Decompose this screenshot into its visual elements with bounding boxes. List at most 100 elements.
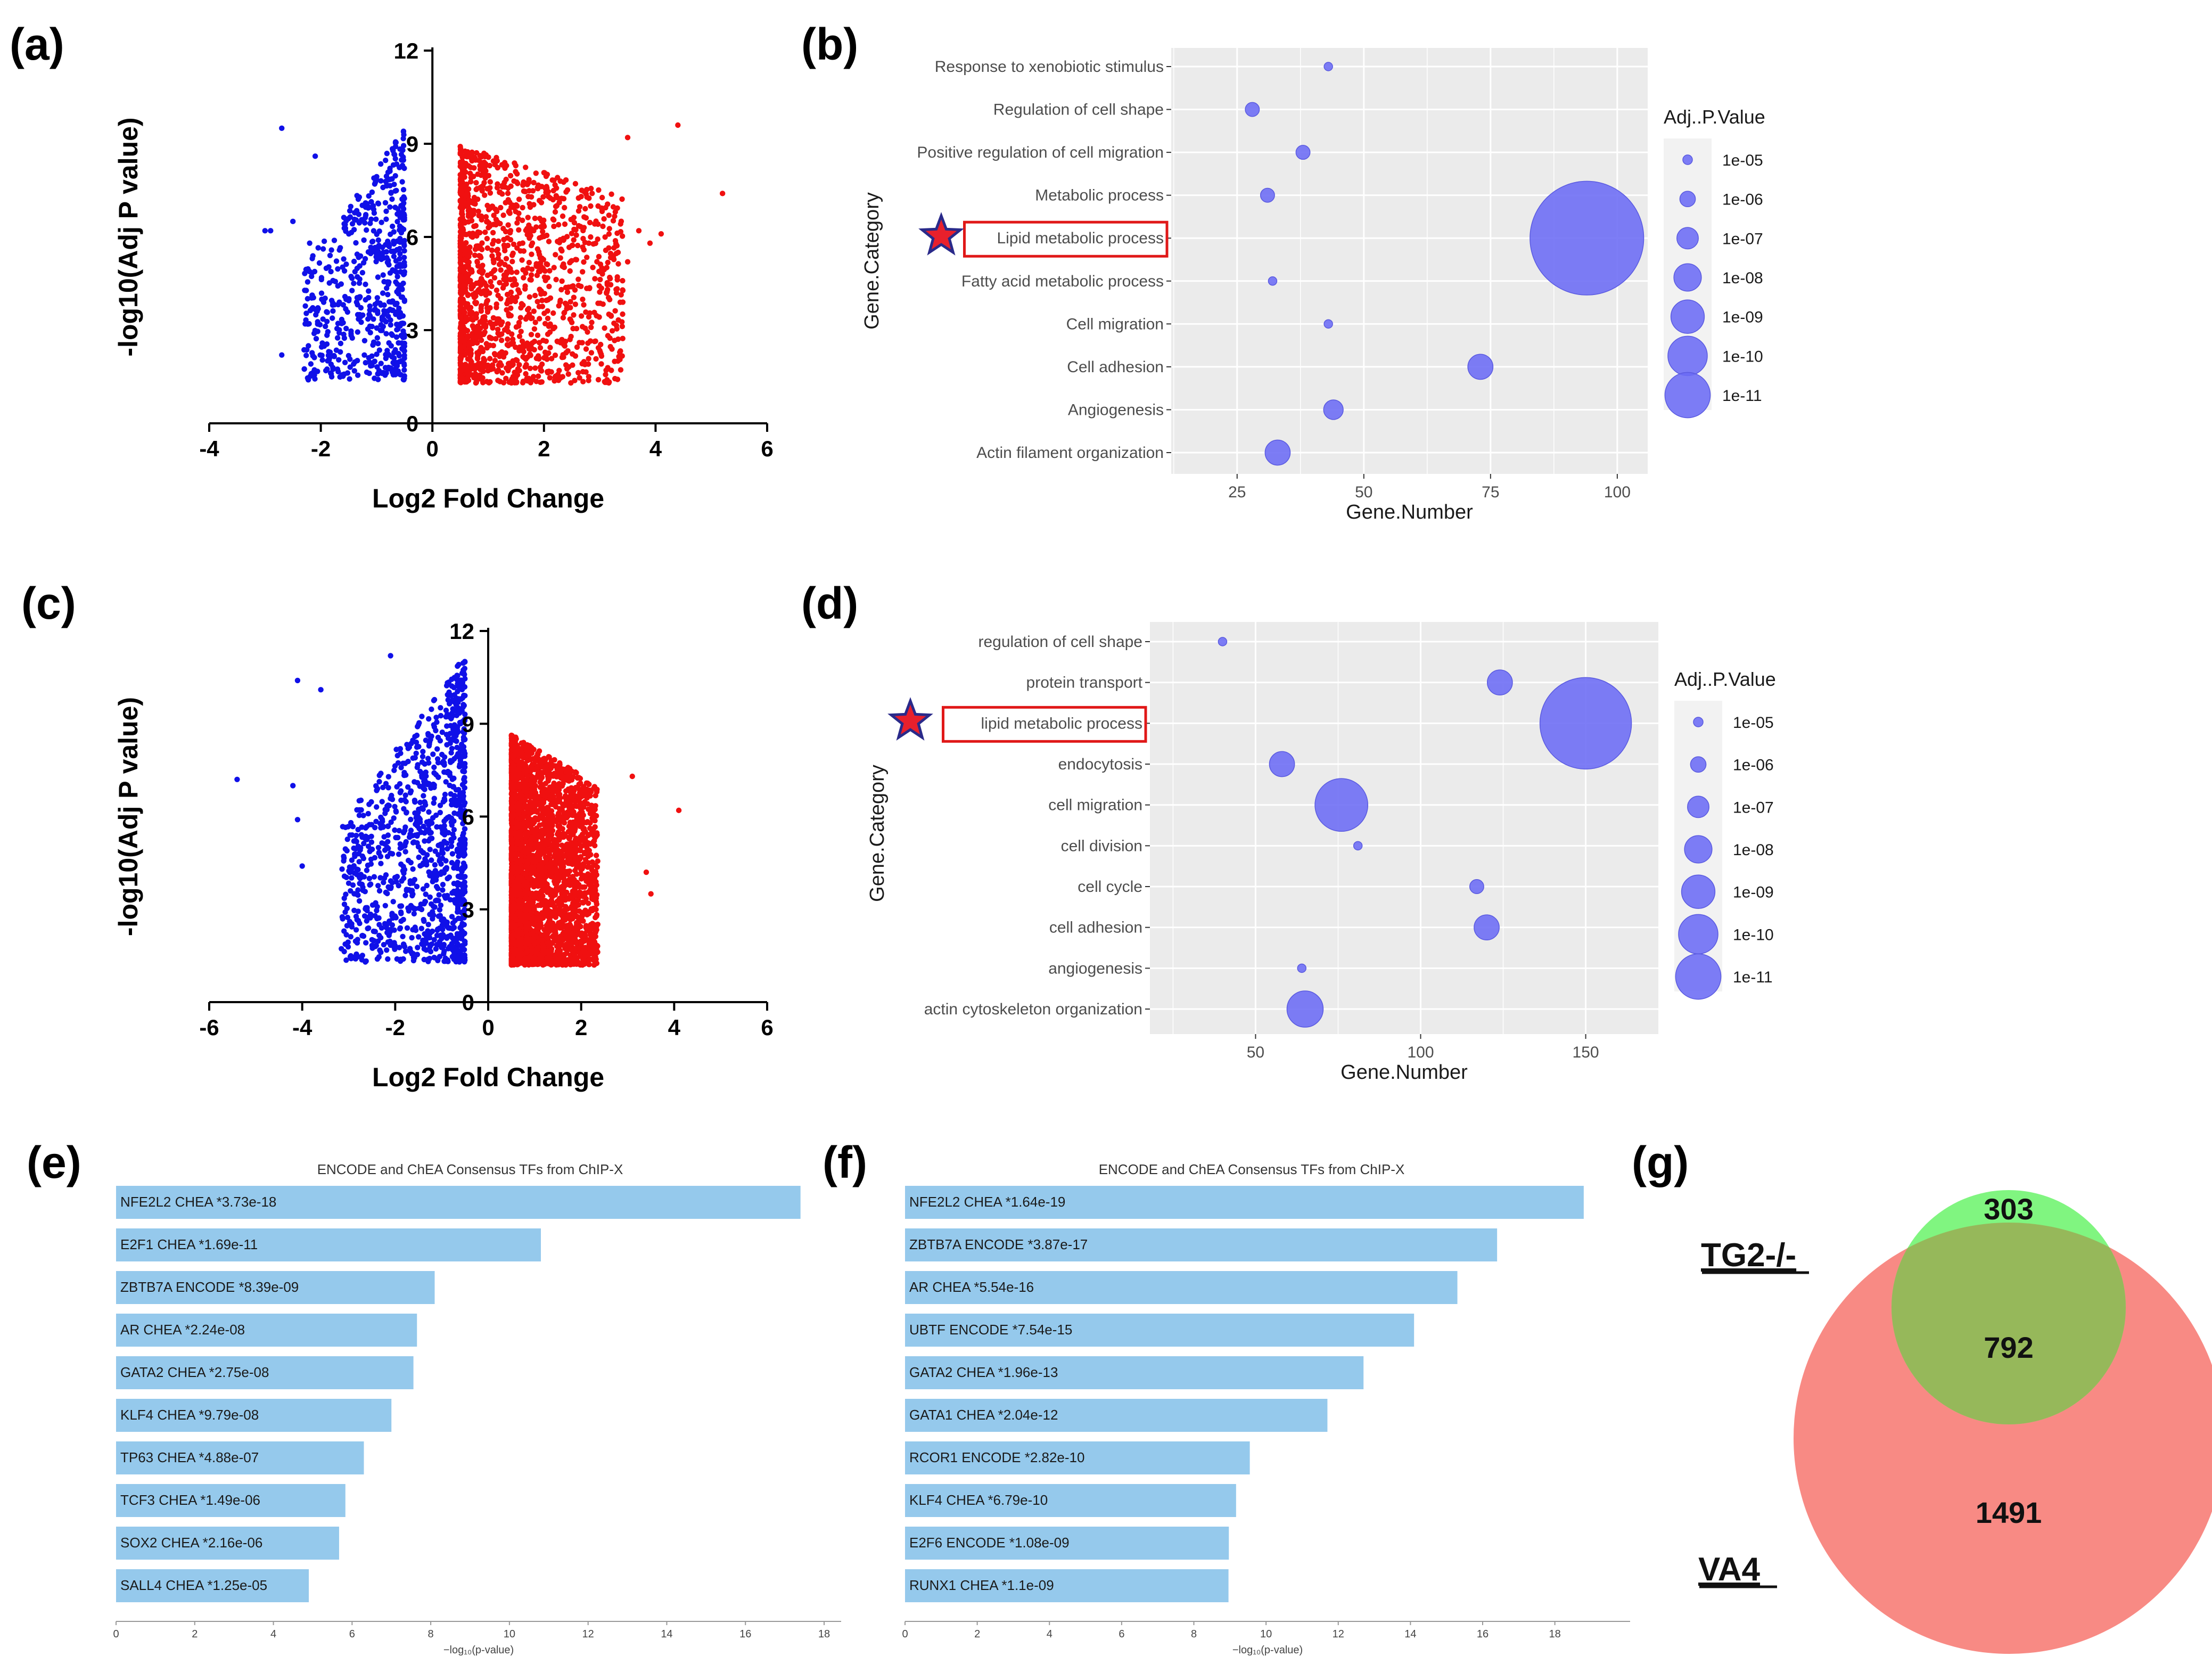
data-point <box>355 196 361 202</box>
data-point <box>615 317 621 323</box>
data-point <box>397 925 404 931</box>
data-point <box>553 203 559 209</box>
category-dot <box>1260 187 1275 203</box>
data-point <box>719 191 726 196</box>
data-point <box>494 368 500 375</box>
data-point <box>462 659 468 665</box>
data-point <box>390 899 396 905</box>
data-point <box>385 239 391 244</box>
data-point <box>365 810 371 817</box>
data-point <box>429 820 435 826</box>
data-point <box>588 350 595 356</box>
data-point <box>520 182 526 188</box>
data-point <box>302 288 308 293</box>
data-point <box>367 313 373 319</box>
data-point <box>575 223 582 229</box>
data-point <box>527 294 532 300</box>
data-point <box>327 354 334 359</box>
data-point <box>347 376 352 382</box>
data-point <box>454 890 460 896</box>
data-point <box>604 289 610 294</box>
data-point <box>399 196 405 202</box>
data-point <box>389 146 396 152</box>
data-point <box>572 181 579 187</box>
data-point <box>384 844 390 850</box>
data-point <box>486 173 491 178</box>
data-point <box>396 827 402 834</box>
series-up-points <box>457 122 726 386</box>
go-dotplot-b: Response to xenobiotic stimulusRegulatio… <box>861 48 1765 523</box>
data-point <box>401 362 407 368</box>
data-point <box>580 235 586 242</box>
data-point <box>427 944 433 950</box>
data-point <box>483 161 489 167</box>
data-point <box>372 247 377 252</box>
data-point <box>395 834 401 841</box>
data-point <box>392 155 398 162</box>
data-point <box>341 873 348 879</box>
data-point <box>436 892 442 898</box>
data-point <box>513 324 520 330</box>
data-point <box>311 331 317 337</box>
data-point <box>605 201 611 207</box>
x-tick-label: -2 <box>311 436 331 461</box>
data-point <box>618 367 624 373</box>
data-point <box>347 954 353 960</box>
data-point <box>482 357 488 363</box>
data-point <box>557 178 563 184</box>
data-point <box>457 874 463 880</box>
data-point <box>409 935 415 941</box>
data-point <box>578 313 585 319</box>
data-point <box>363 940 369 946</box>
category-dot <box>1323 319 1333 329</box>
data-point <box>533 170 539 176</box>
data-point <box>530 374 537 380</box>
data-point <box>463 232 470 237</box>
data-point <box>465 292 471 298</box>
data-point <box>550 216 556 222</box>
data-point <box>439 848 445 854</box>
data-point <box>396 851 402 857</box>
data-point <box>388 190 394 195</box>
data-point <box>619 233 626 239</box>
data-point <box>366 355 372 361</box>
data-point <box>414 764 420 770</box>
data-point <box>426 809 432 815</box>
data-point <box>507 173 514 179</box>
data-point <box>417 783 423 789</box>
data-point <box>379 219 384 225</box>
data-point <box>421 916 426 923</box>
data-point <box>353 891 359 897</box>
data-point <box>338 340 344 347</box>
data-point <box>321 343 327 349</box>
data-point <box>404 742 410 748</box>
data-point <box>438 824 443 830</box>
data-point <box>387 270 393 276</box>
data-point <box>558 286 564 293</box>
data-point <box>427 836 433 842</box>
data-point <box>536 268 542 275</box>
data-point <box>472 363 478 368</box>
data-point <box>468 165 474 170</box>
data-point <box>462 671 467 677</box>
data-point <box>548 323 554 329</box>
data-point <box>489 247 495 253</box>
data-point <box>279 352 285 358</box>
data-point <box>456 896 462 903</box>
data-point <box>336 327 342 333</box>
y-tick-label: 3 <box>406 318 418 343</box>
data-point <box>505 222 511 228</box>
data-point <box>391 253 397 259</box>
data-point <box>508 289 514 296</box>
data-point <box>336 299 342 305</box>
data-point <box>394 309 400 315</box>
data-point <box>510 282 516 288</box>
data-point <box>556 222 562 228</box>
data-point <box>378 302 384 308</box>
data-point <box>419 759 425 765</box>
data-point <box>363 281 368 288</box>
data-point <box>487 190 494 196</box>
data-point <box>374 295 380 301</box>
data-point <box>586 356 591 362</box>
data-point <box>433 715 439 720</box>
